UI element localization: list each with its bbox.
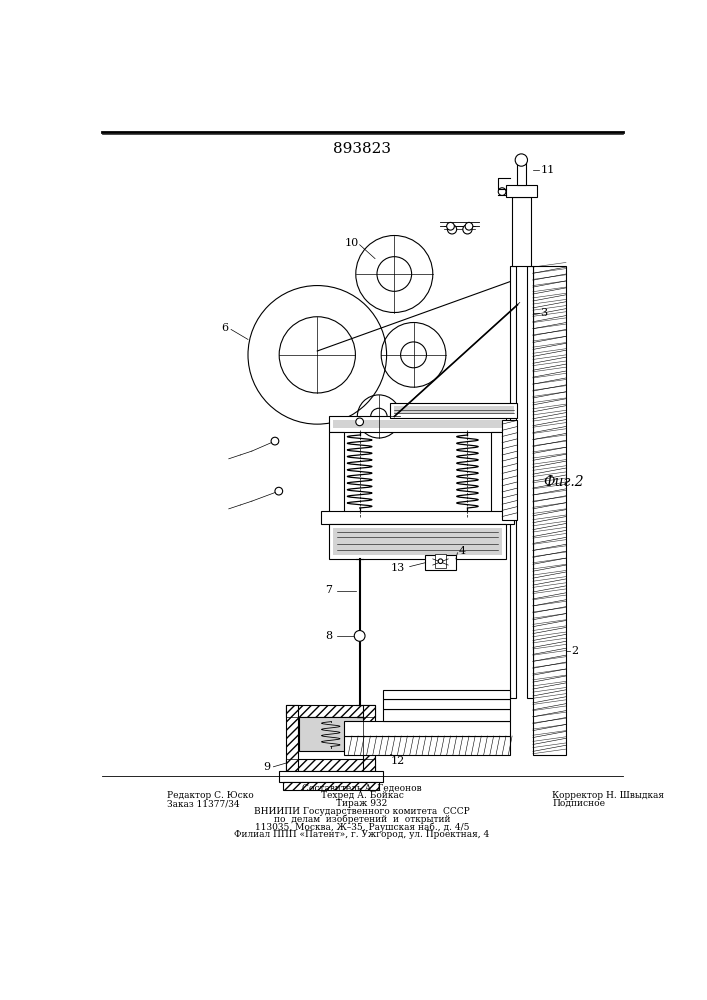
Circle shape <box>354 631 365 641</box>
Polygon shape <box>382 699 510 709</box>
Polygon shape <box>279 771 382 782</box>
Polygon shape <box>333 528 502 555</box>
Polygon shape <box>533 266 566 755</box>
Text: Техред А. Бойкас: Техред А. Бойкас <box>320 791 404 800</box>
Polygon shape <box>363 705 375 771</box>
Polygon shape <box>329 432 344 520</box>
Text: 893823: 893823 <box>333 142 391 156</box>
Text: 3: 3 <box>541 308 548 318</box>
Text: по  делам  изобретений  и  открытий: по делам изобретений и открытий <box>274 815 450 824</box>
Polygon shape <box>527 266 533 698</box>
Polygon shape <box>395 406 514 414</box>
Text: 12: 12 <box>391 756 405 766</box>
Text: Составитель А. Гедеонов: Составитель А. Гедеонов <box>302 784 422 793</box>
Polygon shape <box>382 709 510 721</box>
Polygon shape <box>517 162 526 185</box>
Circle shape <box>447 222 455 230</box>
Polygon shape <box>506 185 537 197</box>
Circle shape <box>275 487 283 495</box>
Text: 4: 4 <box>458 546 465 556</box>
Text: Тираж 932: Тираж 932 <box>337 799 387 808</box>
Text: 2: 2 <box>571 646 578 656</box>
Circle shape <box>465 222 473 230</box>
Text: 13: 13 <box>391 563 405 573</box>
Text: Филиал ППП «Патент», г. Ужгород, ул. Проектная, 4: Филиал ППП «Патент», г. Ужгород, ул. Про… <box>234 830 489 839</box>
Polygon shape <box>333 420 502 428</box>
Polygon shape <box>510 266 516 698</box>
Text: Заказ 11377/34: Заказ 11377/34 <box>167 799 240 808</box>
Polygon shape <box>286 705 375 717</box>
Circle shape <box>448 225 457 234</box>
Circle shape <box>438 559 443 564</box>
Text: 6: 6 <box>221 323 228 333</box>
Polygon shape <box>502 420 518 520</box>
Circle shape <box>463 225 472 234</box>
Polygon shape <box>344 721 510 736</box>
Text: 113035, Москва, Ж–35, Раушская наб., д. 4/5: 113035, Москва, Ж–35, Раушская наб., д. … <box>255 822 469 832</box>
Text: 10: 10 <box>345 238 359 248</box>
Polygon shape <box>344 736 510 755</box>
Circle shape <box>271 437 279 445</box>
Polygon shape <box>512 197 530 266</box>
Text: 9: 9 <box>264 762 271 772</box>
Text: 7: 7 <box>325 585 332 595</box>
Text: Корректор Н. Швыдкая: Корректор Н. Швыдкая <box>552 791 664 800</box>
Text: Подписное: Подписное <box>552 799 605 808</box>
Text: 11: 11 <box>541 165 555 175</box>
Polygon shape <box>329 416 506 432</box>
Polygon shape <box>491 432 506 520</box>
Text: ВНИИПИ Государственного комитета  СССР: ВНИИПИ Государственного комитета СССР <box>254 807 470 816</box>
Text: 8: 8 <box>325 631 332 641</box>
Text: Редактор С. Юско: Редактор С. Юско <box>167 791 254 800</box>
Text: Фиг.2: Фиг.2 <box>543 475 583 489</box>
Polygon shape <box>382 690 510 699</box>
Polygon shape <box>321 511 514 524</box>
Polygon shape <box>425 555 456 570</box>
Polygon shape <box>390 403 518 418</box>
Circle shape <box>356 418 363 426</box>
Polygon shape <box>329 524 506 559</box>
Polygon shape <box>286 705 298 771</box>
Circle shape <box>515 154 527 166</box>
Polygon shape <box>286 759 375 771</box>
Polygon shape <box>435 554 446 568</box>
Polygon shape <box>283 782 379 790</box>
Polygon shape <box>299 717 363 751</box>
